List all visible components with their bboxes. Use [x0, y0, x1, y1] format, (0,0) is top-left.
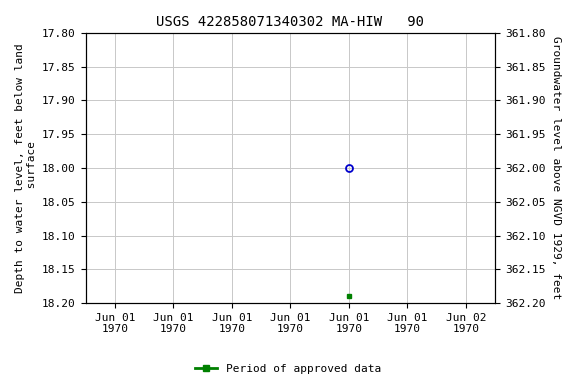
- Legend: Period of approved data: Period of approved data: [191, 359, 385, 379]
- Title: USGS 422858071340302 MA-HIW   90: USGS 422858071340302 MA-HIW 90: [157, 15, 425, 29]
- Y-axis label: Depth to water level, feet below land
 surface: Depth to water level, feet below land su…: [15, 43, 37, 293]
- Y-axis label: Groundwater level above NGVD 1929, feet: Groundwater level above NGVD 1929, feet: [551, 36, 561, 300]
